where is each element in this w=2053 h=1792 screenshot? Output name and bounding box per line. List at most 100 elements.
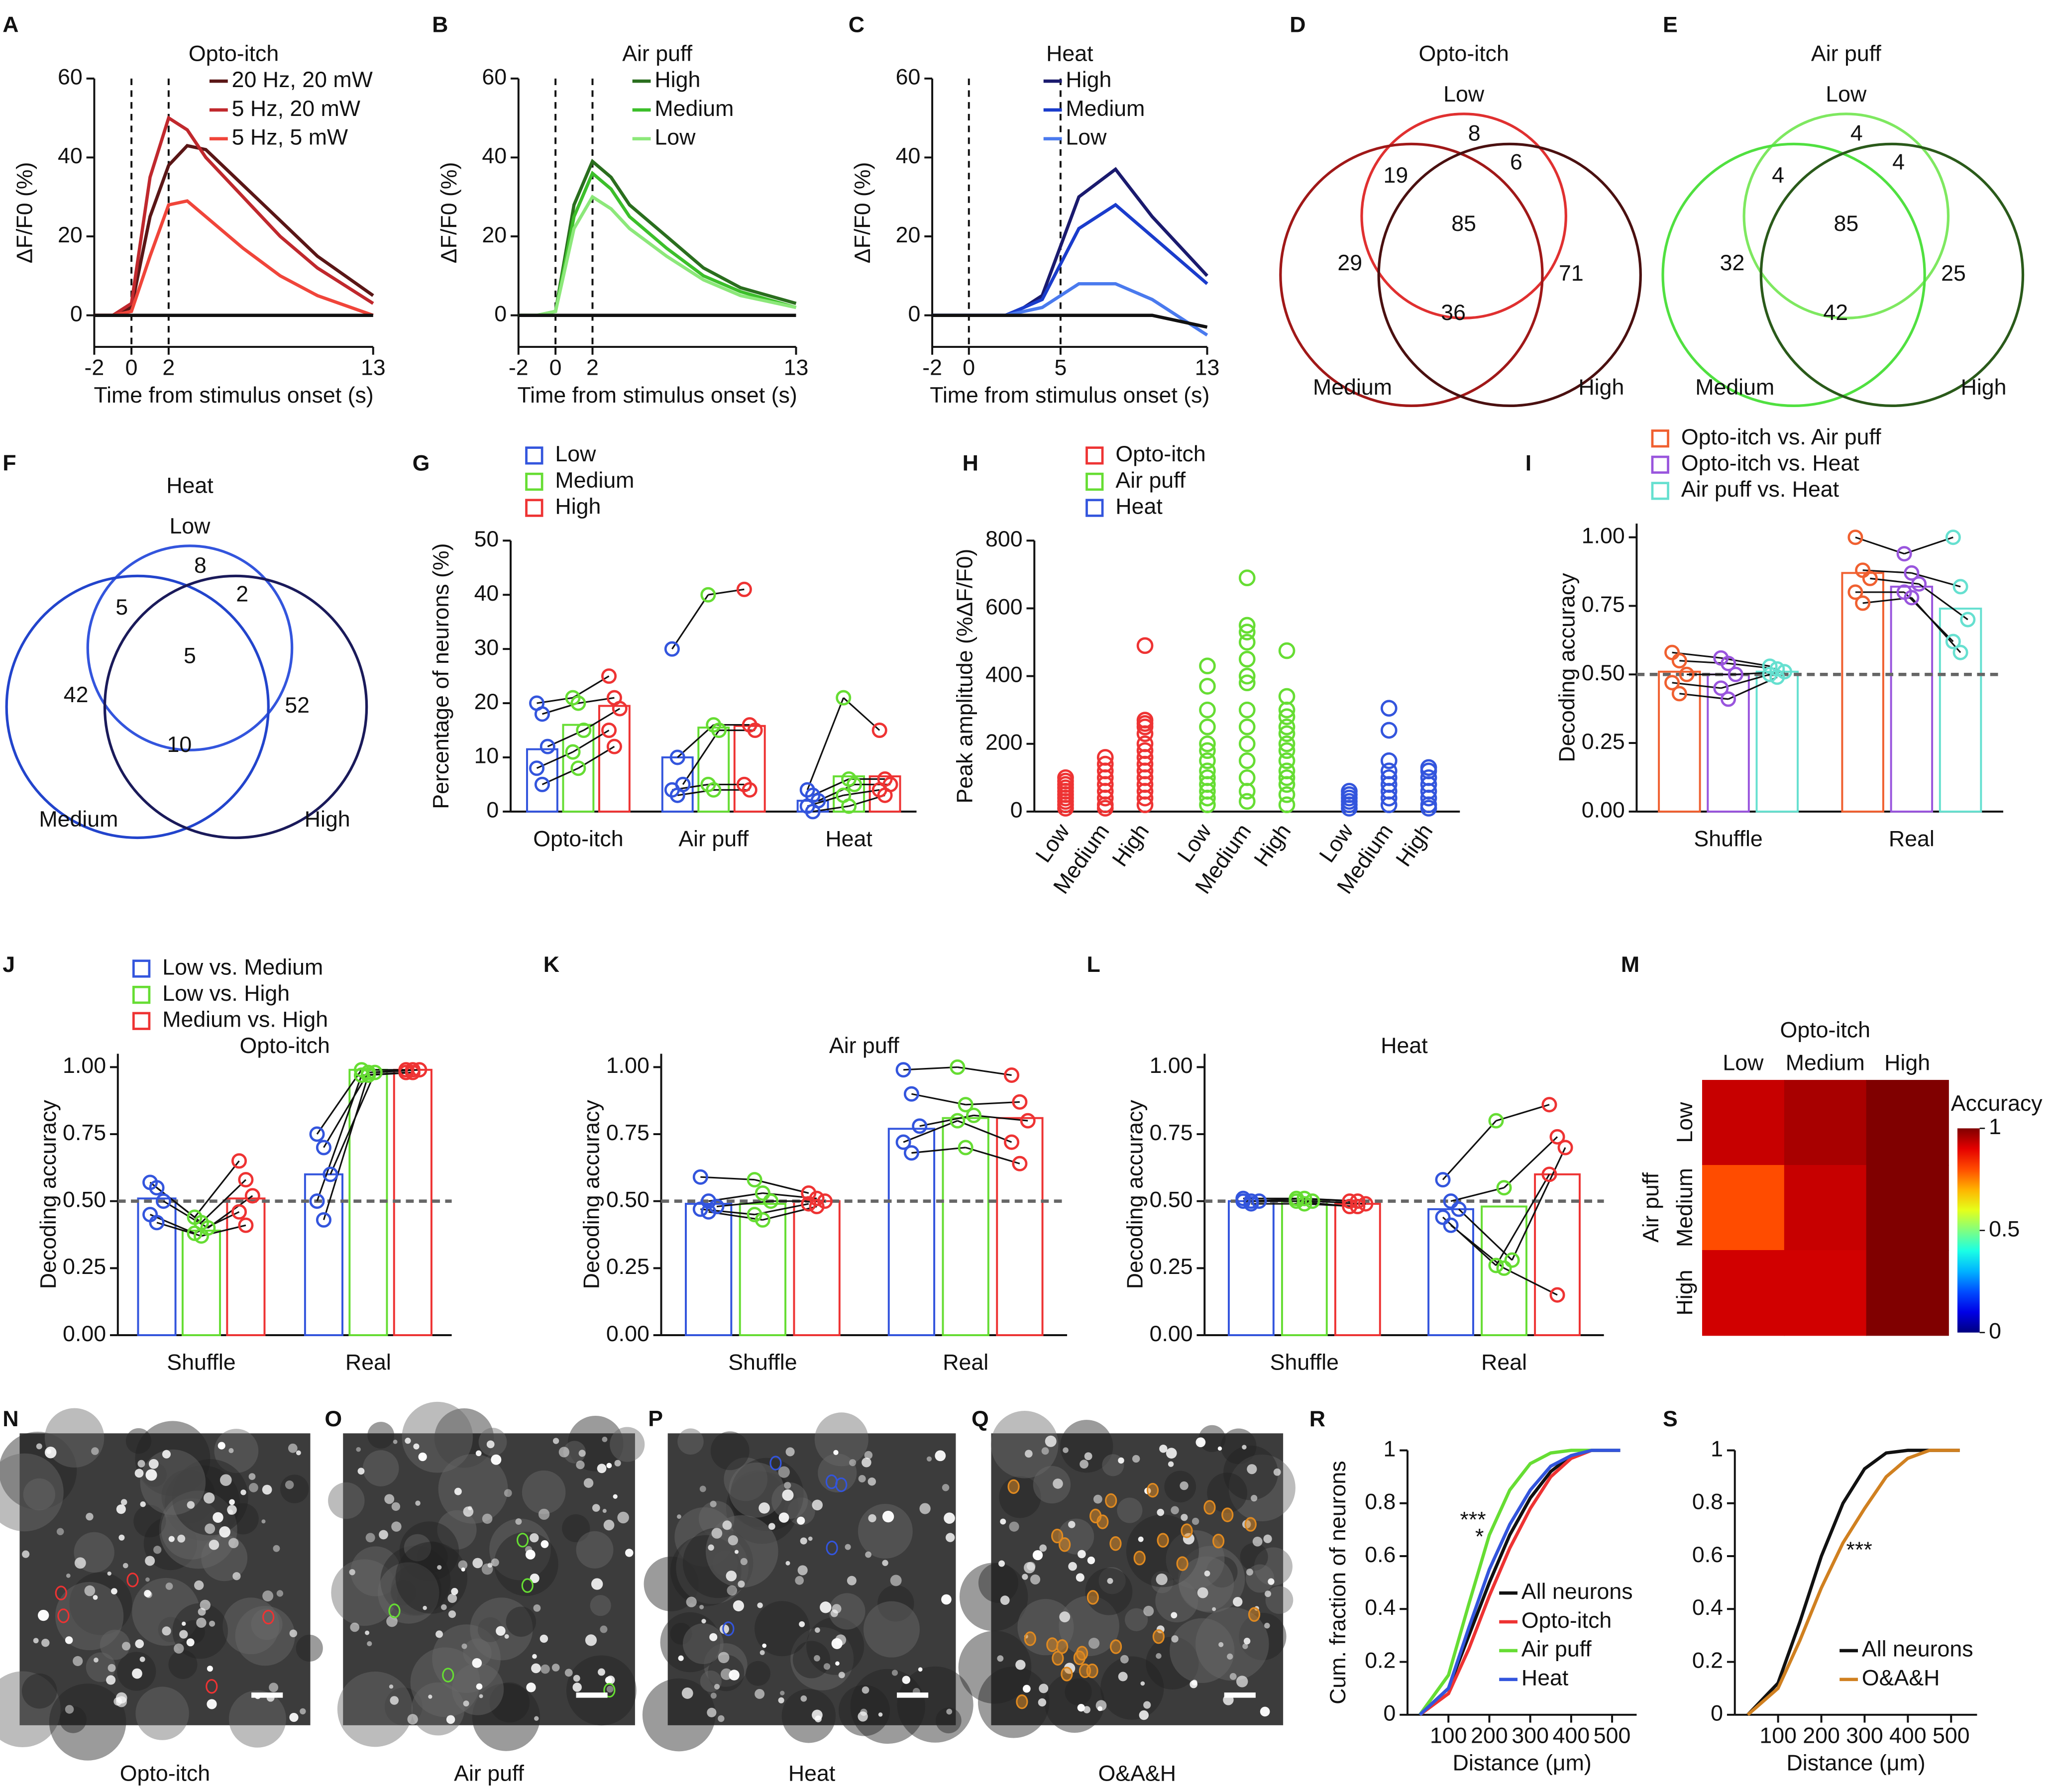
roi — [1152, 1629, 1165, 1644]
tissue-texture — [729, 1462, 784, 1518]
cell-body — [174, 1643, 184, 1654]
roi — [1133, 1551, 1146, 1566]
y-tick-label: 0.00 — [606, 1322, 649, 1346]
data-point — [193, 1228, 209, 1244]
tissue-texture — [86, 1652, 116, 1682]
y-tick-label: 0.2 — [1692, 1648, 1723, 1673]
cell-body — [564, 1669, 573, 1677]
tissue-texture — [331, 1559, 398, 1626]
cell-body — [1076, 1573, 1084, 1582]
tissue-texture — [44, 1408, 105, 1468]
y-axis-label: Decoding accuracy — [1123, 1100, 1147, 1289]
cell-body — [463, 1700, 469, 1707]
data-point — [1541, 1097, 1557, 1113]
x-tick-label: 2 — [586, 356, 599, 380]
cell-body — [153, 1546, 162, 1554]
cell-body — [367, 1641, 372, 1647]
tissue-texture — [438, 1454, 508, 1524]
data-point — [1199, 678, 1216, 695]
y-axis-label: Percentage of neurons (%) — [429, 543, 453, 809]
data-point — [1488, 1113, 1504, 1129]
legend-label: Opto-itch vs. Air puff — [1681, 425, 1881, 449]
x-axis-label: Time from stimulus onset (s) — [94, 383, 373, 408]
data-point — [809, 1198, 825, 1214]
cell-body — [165, 1582, 173, 1590]
data-point — [1862, 570, 1878, 586]
tissue-texture — [991, 1411, 1059, 1478]
cell-body — [1139, 1710, 1149, 1720]
cell-body — [709, 1633, 718, 1641]
data-point — [1238, 701, 1256, 719]
data-point — [1004, 1134, 1020, 1150]
venn-circle — [1759, 142, 2025, 408]
tissue-texture — [390, 1580, 416, 1606]
y-tick-label: 0 — [486, 798, 499, 823]
y-tick-label: 0.00 — [1582, 798, 1625, 823]
cell-body — [504, 1634, 509, 1639]
roi — [442, 1668, 454, 1683]
cell-body — [701, 1618, 706, 1624]
connector-line — [323, 1072, 369, 1148]
data-point — [1904, 565, 1920, 581]
data-point — [1443, 1217, 1459, 1233]
cell-body — [572, 1683, 582, 1692]
x-tick-label: Real — [943, 1351, 988, 1375]
heatmap-cell — [1784, 1080, 1867, 1166]
x-tick-label: 500 — [1933, 1723, 1970, 1748]
y-tick-label: 20 — [58, 223, 83, 247]
cell-body — [1084, 1452, 1092, 1461]
x-tick-label: 300 — [1512, 1723, 1549, 1748]
cell-body — [1243, 1638, 1251, 1645]
cell-body — [203, 1492, 215, 1504]
data-point — [692, 1169, 708, 1185]
data-point — [763, 1193, 779, 1209]
y-tick-label: 200 — [985, 731, 1023, 755]
cell-body — [605, 1677, 613, 1684]
cell-body — [217, 1442, 225, 1450]
cell-body — [122, 1563, 128, 1569]
y-axis-label: ΔF/F0 (%) — [851, 162, 875, 264]
legend-label: Medium — [1066, 97, 1145, 121]
y-tick-label: 0.2 — [1365, 1648, 1396, 1673]
cell-body — [699, 1485, 706, 1492]
data-point — [565, 744, 581, 760]
tissue-texture — [251, 1608, 283, 1640]
heatmap-cell — [1784, 1250, 1867, 1336]
x-tick-label: 400 — [1553, 1723, 1590, 1748]
tissue-texture — [682, 1527, 754, 1598]
cell-body — [864, 1451, 873, 1460]
roi — [1157, 1533, 1169, 1548]
y-tick-label: 10 — [474, 744, 499, 768]
chart-title: Heat — [1381, 1034, 1428, 1058]
cell-body — [65, 1705, 74, 1714]
y-tick-label: 0.6 — [1365, 1543, 1396, 1567]
tissue-texture — [140, 1449, 206, 1515]
roi — [1086, 1590, 1099, 1605]
cell-body — [390, 1696, 399, 1705]
cell-body — [1063, 1447, 1069, 1453]
tissue-texture — [168, 1650, 198, 1679]
cell-body — [84, 1585, 96, 1596]
tissue-texture — [1033, 1466, 1071, 1504]
cell-body — [249, 1482, 258, 1492]
y-tick-label: 1.00 — [606, 1054, 649, 1078]
data-point — [1278, 735, 1296, 752]
region-count: 8 — [194, 553, 207, 578]
cell-body — [597, 1464, 607, 1474]
cell-body — [576, 1460, 585, 1470]
heatmap-cell — [1784, 1165, 1867, 1251]
cell-body — [405, 1438, 411, 1444]
data-point — [903, 1086, 919, 1102]
panel-letter: C — [849, 12, 864, 37]
chart-title: Air puff — [1811, 41, 1881, 66]
data-point — [1945, 633, 1961, 649]
tissue-texture — [1179, 1556, 1234, 1612]
data-point — [1496, 1260, 1512, 1276]
region-count: 4 — [1772, 163, 1784, 188]
data-point — [1278, 708, 1296, 726]
legend-label: Low vs. Medium — [162, 955, 323, 979]
data-point — [534, 706, 550, 722]
cell-body — [1217, 1446, 1222, 1451]
data-point — [1451, 1201, 1467, 1217]
roi — [1016, 1694, 1028, 1709]
